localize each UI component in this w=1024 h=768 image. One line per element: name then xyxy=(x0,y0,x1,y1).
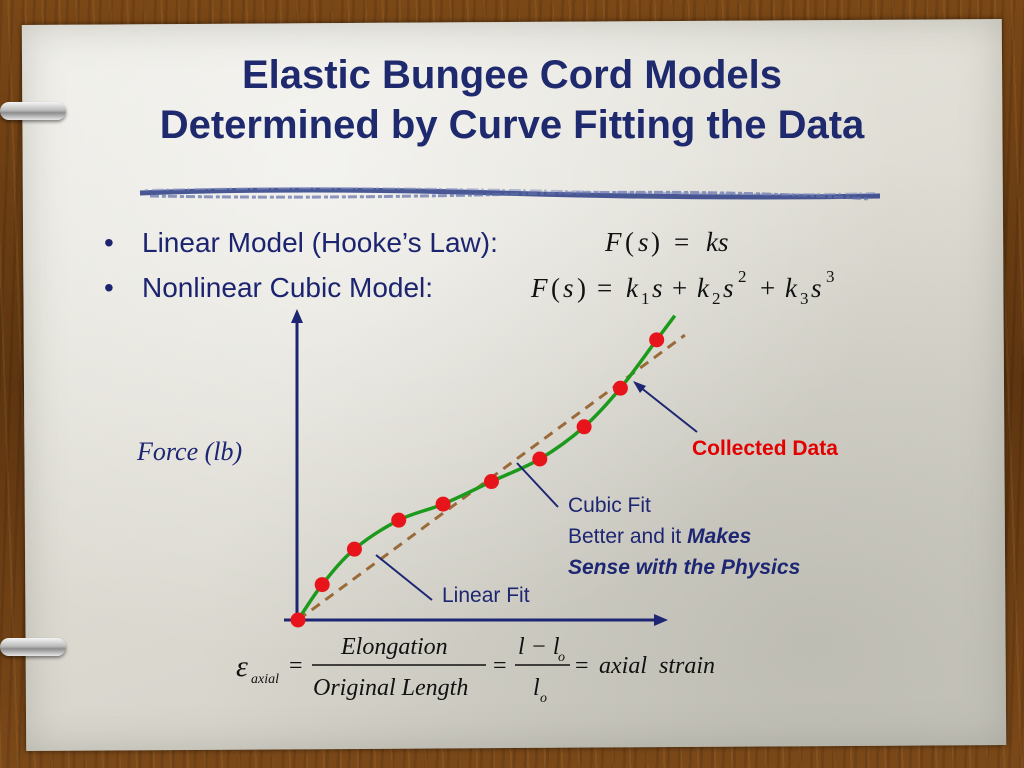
eq-axial-strain: axial strain xyxy=(599,653,715,679)
eq-l-minus-lo: l − l xyxy=(518,634,560,660)
eq-plus-2: + xyxy=(760,273,775,303)
eq-linear-ks: ks xyxy=(706,227,729,257)
eq-linear-F: F xyxy=(604,227,622,257)
eq-elongation: Elongation xyxy=(340,634,448,660)
cubic-equation: F ( s ) = k 1 s + k 2 s 2 + k 3 s 3 xyxy=(530,267,835,308)
eq-strain-eq3: = xyxy=(575,653,589,679)
eq-strain-eq1: = xyxy=(289,653,303,679)
data-point-10 xyxy=(649,332,665,348)
data-point-3 xyxy=(346,541,362,557)
eq-k2: k xyxy=(697,273,710,303)
eq-lo-sub: o xyxy=(558,650,565,665)
eq-k1-sub: 1 xyxy=(641,289,650,308)
x-axis-arrow-icon xyxy=(654,614,668,626)
eq-linear-s: s xyxy=(638,227,649,257)
binder-ring-icon xyxy=(0,102,66,120)
eq-cubic-equals: = xyxy=(597,273,612,303)
eq-cubic-s: s xyxy=(563,273,574,303)
eq-pow3: 3 xyxy=(826,267,835,286)
eq-pow2: 2 xyxy=(738,267,747,286)
linear-equation: F ( s ) = ks xyxy=(604,227,729,257)
collected-data-label: Collected Data xyxy=(692,437,838,460)
cubic-fit-leader xyxy=(516,462,559,508)
data-point-5 xyxy=(435,496,451,512)
strain-equation: ε axial = Elongation Original Length = l… xyxy=(236,634,715,706)
bullet-dot-icon: • xyxy=(104,272,114,303)
data-point-6 xyxy=(483,474,499,490)
eq-s2: s xyxy=(723,273,734,303)
title-line-1: Elastic Bungee Cord Models xyxy=(241,53,783,97)
data-points xyxy=(290,332,665,628)
data-point-8 xyxy=(576,419,592,435)
eq-lo-den-sub: o xyxy=(540,691,547,706)
eq-k1: k xyxy=(626,273,639,303)
eq-plus-1: + xyxy=(672,273,687,303)
data-point-9 xyxy=(612,380,628,396)
eq-epsilon-sub: axial xyxy=(251,672,279,687)
chart-axes xyxy=(284,309,668,626)
leader-arrow-icon xyxy=(633,381,646,393)
title-divider xyxy=(139,187,881,201)
title-line-2: Determined by Curve Fitting the Data xyxy=(159,103,865,147)
y-axis-label: Force (lb) xyxy=(136,437,242,466)
cubic-fit-desc-plain: Better and it xyxy=(568,525,687,548)
bullet-cubic-text: Nonlinear Cubic Model: xyxy=(142,272,434,303)
eq-cubic-F: F xyxy=(530,273,548,303)
eq-cubic-paren-close: ) xyxy=(577,273,586,303)
linear-fit-leader xyxy=(375,554,433,601)
eq-epsilon: ε xyxy=(236,650,248,683)
data-point-4 xyxy=(391,512,407,528)
eq-original-length: Original Length xyxy=(313,675,468,701)
eq-k2-sub: 2 xyxy=(712,289,721,308)
slide-title: Elastic Bungee Cord Models Determined by… xyxy=(0,50,1024,150)
bullet-cubic-model: • Nonlinear Cubic Model: xyxy=(100,265,498,310)
binder-ring-icon xyxy=(0,638,66,656)
collected-data-leader xyxy=(634,382,698,433)
bullet-linear-text: Linear Model (Hooke’s Law): xyxy=(142,227,498,258)
cubic-fit-physics: Sense with the Physics xyxy=(568,556,800,579)
eq-k3-sub: 3 xyxy=(800,289,809,308)
cubic-fit-desc-bold: Makes xyxy=(687,525,751,548)
eq-s1: s xyxy=(652,273,663,303)
eq-s3: s xyxy=(811,273,822,303)
cubic-fit-desc: Better and it Makes xyxy=(568,525,751,548)
eq-linear-paren-close: ) xyxy=(651,227,660,257)
eq-linear-paren: ( xyxy=(625,227,634,257)
eq-lo-den: l xyxy=(533,675,540,701)
data-point-1 xyxy=(290,612,306,628)
data-point-2 xyxy=(314,577,330,593)
bullet-linear-model: • Linear Model (Hooke’s Law): xyxy=(100,220,498,265)
model-bullet-list: • Linear Model (Hooke’s Law): • Nonlinea… xyxy=(100,220,498,310)
eq-k3: k xyxy=(785,273,798,303)
y-axis-arrow-icon xyxy=(291,309,303,323)
eq-linear-equals: = xyxy=(674,227,689,257)
eq-cubic-paren: ( xyxy=(551,273,560,303)
bullet-dot-icon: • xyxy=(104,227,114,258)
eq-strain-eq2: = xyxy=(493,653,507,679)
data-point-7 xyxy=(532,451,548,467)
linear-fit-label: Linear Fit xyxy=(442,584,530,607)
cubic-fit-label: Cubic Fit xyxy=(568,494,651,517)
